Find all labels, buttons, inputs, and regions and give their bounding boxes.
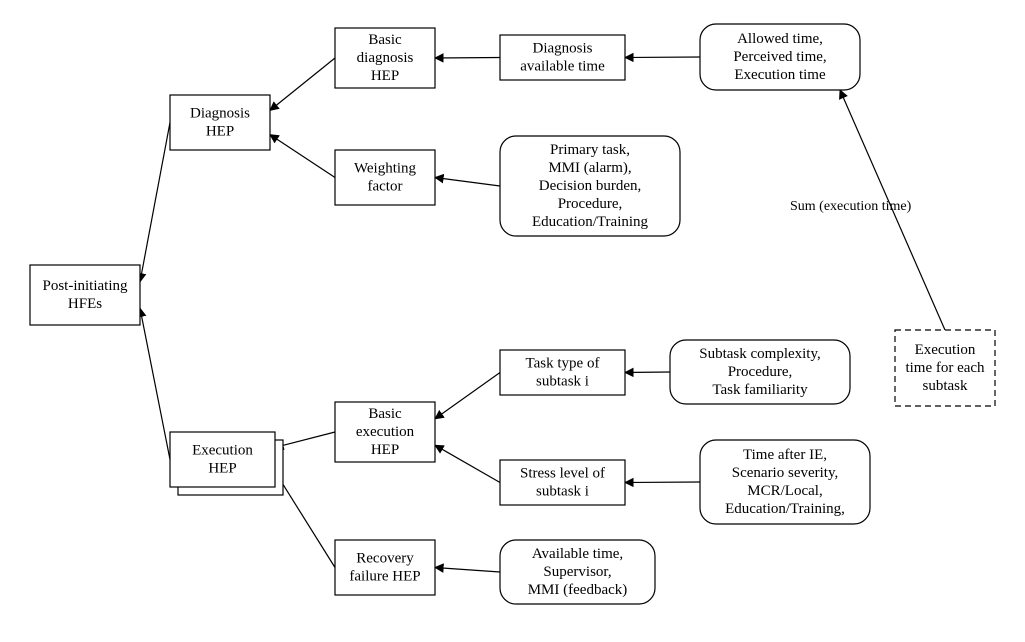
- edge-diagTime-to-basicDiag: [435, 58, 500, 59]
- edge-basicDiag-to-diag: [270, 58, 335, 110]
- node-execTimeSub-label-line-1: time for each: [905, 360, 985, 376]
- node-timeIE-label-line-2: MCR/Local,: [747, 483, 822, 499]
- node-subcomplex-label-line-2: Task familiarity: [712, 382, 808, 398]
- node-available-label-line-2: MMI (feedback): [528, 582, 628, 598]
- edge-timeIE-to-stress: [625, 482, 700, 483]
- node-subcomplex: Subtask complexity, Procedure, Task famili…: [670, 340, 850, 404]
- edge-stress-to-basicExec: [435, 445, 500, 482]
- node-timeIE-label-line-1: Scenario severity,: [732, 465, 839, 481]
- node-timeIE-label-line-0: Time after IE,: [743, 447, 827, 463]
- node-diag: Diagnosis HEP: [170, 95, 270, 150]
- edge-diag-to-post: [140, 123, 170, 282]
- edge-exec-to-post: [140, 308, 170, 459]
- node-stress-label-line-0: Stress level of: [520, 465, 605, 481]
- node-subcomplex-label-line-0: Subtask complexity,: [699, 346, 821, 362]
- node-diag-label-line-1: HEP: [206, 123, 234, 139]
- node-execTimeSub: Execution time for each subtask: [895, 330, 995, 406]
- node-recovery: Recovery failure HEP: [335, 540, 435, 595]
- node-stress: Stress level of subtask i: [500, 460, 625, 505]
- node-stress-label-line-1: subtask i: [536, 483, 589, 499]
- node-taskType-label-line-0: Task type of: [526, 355, 600, 371]
- node-recovery-label-line-1: failure HEP: [349, 568, 420, 584]
- edge-primary-to-weight: [435, 178, 500, 187]
- node-diagTime-label-line-1: available time: [520, 58, 605, 74]
- node-exec-label-line-0: Execution: [192, 442, 253, 458]
- node-recovery-label-line-0: Recovery: [356, 550, 414, 566]
- edge-label-execTimeSub-allowed: Sum (execution time): [790, 199, 912, 214]
- edge-allowed-to-diagTime: [625, 57, 700, 58]
- node-basicDiag-label-line-0: Basic: [368, 32, 402, 48]
- node-allowed-label-line-0: Allowed time,: [737, 31, 823, 47]
- node-allowed: Allowed time, Perceived time, Execution ti…: [700, 24, 860, 90]
- node-execTimeSub-label-line-2: subtask: [923, 378, 969, 394]
- node-weight-label-line-0: Weighting: [354, 160, 417, 176]
- node-basicExec-label-line-2: HEP: [371, 442, 399, 458]
- node-diag-label-line-0: Diagnosis: [190, 105, 250, 121]
- node-primary-label-line-4: Education/Training: [532, 214, 649, 230]
- node-available-label-line-1: Supervisor,: [543, 564, 611, 580]
- node-taskType: Task type of subtask i: [500, 350, 625, 395]
- node-exec-label-line-1: HEP: [208, 460, 236, 476]
- node-timeIE-label-line-3: Education/Training,: [725, 501, 845, 517]
- node-exec: Execution HEP: [170, 432, 275, 487]
- node-weight: Weighting factor: [335, 150, 435, 205]
- node-allowed-label-line-1: Perceived time,: [733, 49, 826, 65]
- edge-taskType-to-basicExec: [435, 373, 500, 419]
- node-basicDiag-label-line-2: HEP: [371, 68, 399, 84]
- node-diagTime: Diagnosis available time: [500, 35, 625, 80]
- edge-subcomplex-to-taskType: [625, 372, 670, 373]
- node-post-label-line-1: HFEs: [68, 296, 102, 312]
- node-available: Available time, Supervisor, MMI (feedback): [500, 540, 655, 604]
- node-taskType-label-line-1: subtask i: [536, 373, 589, 389]
- node-primary-label-line-1: MMI (alarm),: [548, 160, 631, 176]
- node-basicDiag: Basic diagnosis HEP: [335, 28, 435, 88]
- node-primary: Primary task, MMI (alarm), Decision burden…: [500, 136, 680, 236]
- flowchart-diagram: Sum (execution time) Post-initiating HFEs D…: [0, 0, 1025, 642]
- node-primary-label-line-2: Decision burden,: [539, 178, 641, 194]
- node-execTimeSub-label-line-0: Execution: [915, 342, 976, 358]
- node-weight-label-line-1: factor: [368, 178, 403, 194]
- node-timeIE: Time after IE, Scenario severity, MCR/Loca…: [700, 440, 870, 524]
- node-subcomplex-label-line-1: Procedure,: [728, 364, 793, 380]
- node-allowed-label-line-2: Execution time: [734, 67, 826, 83]
- edge-recovery-to-exec: [275, 472, 335, 568]
- edge-available-to-recovery: [435, 568, 500, 573]
- node-primary-label-line-3: Procedure,: [558, 196, 623, 212]
- node-basicExec: Basic execution HEP: [335, 402, 435, 462]
- node-basicDiag-label-line-1: diagnosis: [357, 50, 414, 66]
- edge-basicExec-to-exec: [275, 432, 335, 447]
- node-post-label-line-0: Post-initiating: [42, 278, 128, 294]
- node-basicExec-label-line-0: Basic: [368, 406, 402, 422]
- node-basicExec-label-line-1: execution: [356, 424, 415, 440]
- node-primary-label-line-0: Primary task,: [550, 142, 630, 158]
- node-available-label-line-0: Available time,: [532, 546, 623, 562]
- node-post: Post-initiating HFEs: [30, 265, 140, 325]
- edge-weight-to-diag: [270, 135, 335, 178]
- node-diagTime-label-line-0: Diagnosis: [533, 40, 593, 56]
